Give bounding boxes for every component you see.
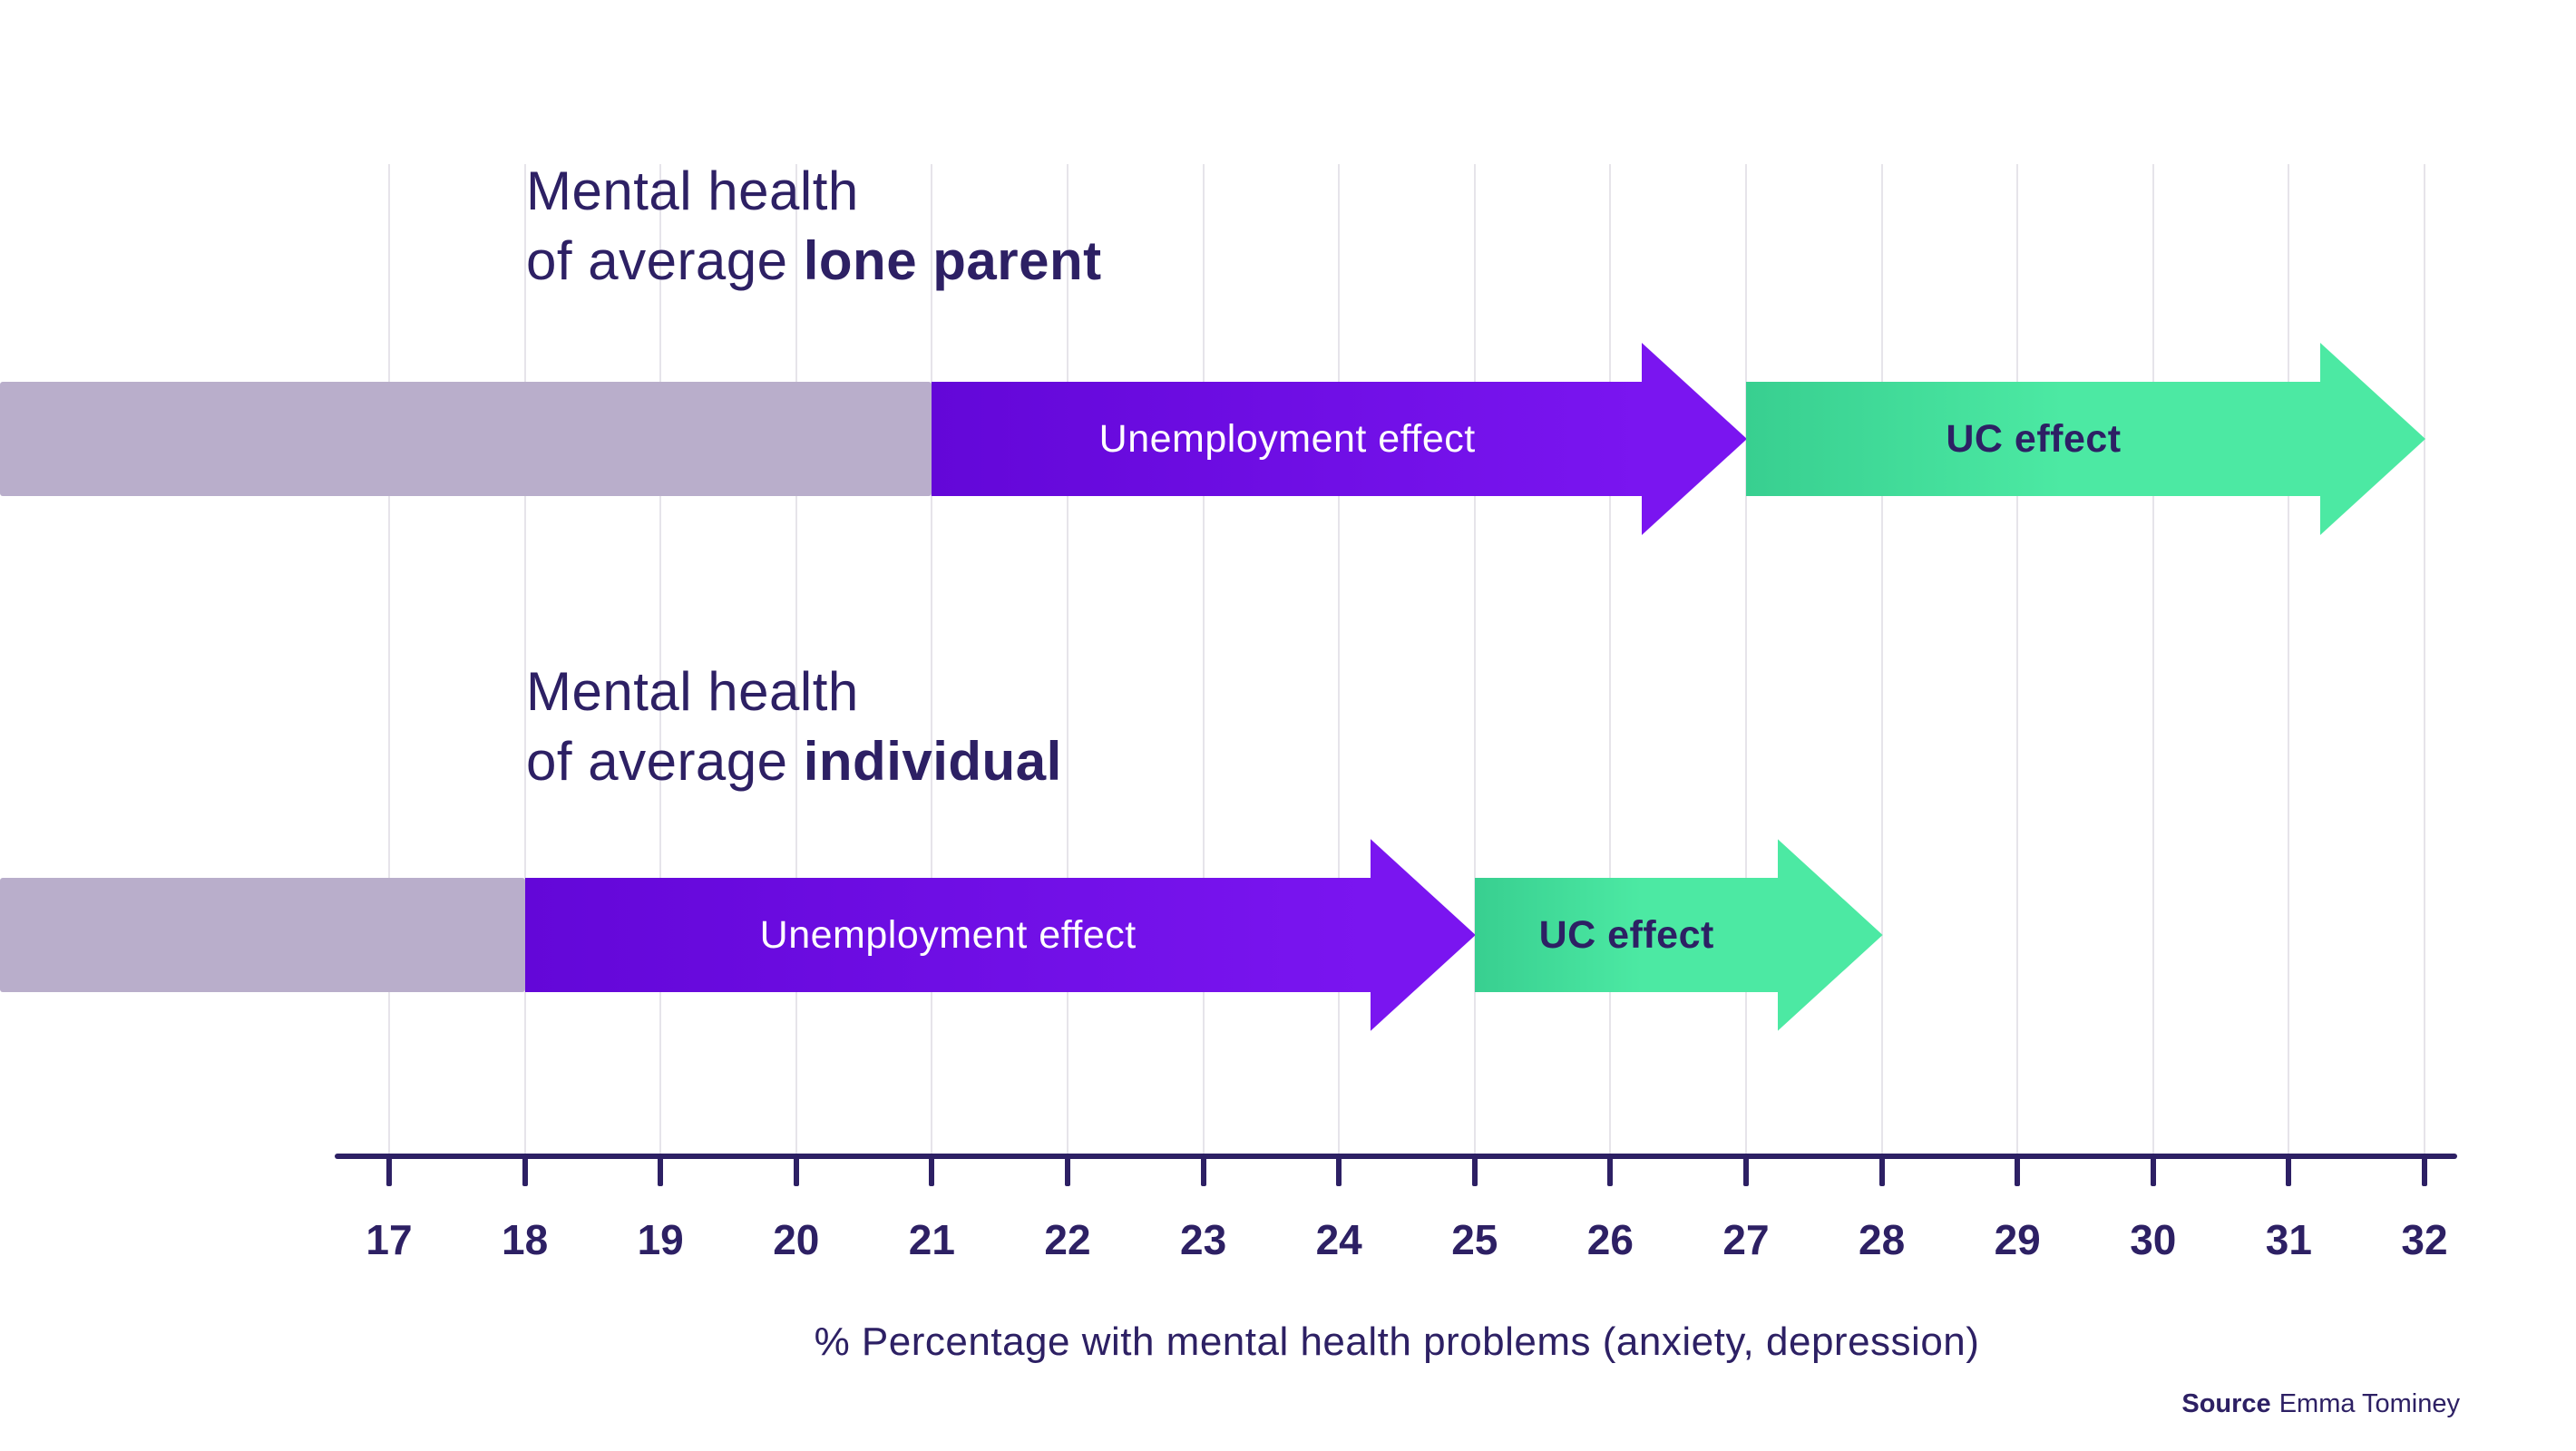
gridline — [1473, 164, 1476, 1166]
x-axis-line — [335, 1154, 2457, 1159]
segment-label: Unemployment effect — [1098, 417, 1476, 461]
baseline-bar — [0, 878, 525, 992]
x-axis-tick-label: 30 — [2130, 1216, 2177, 1263]
gridline — [2424, 164, 2425, 1166]
row-label-line2-bold: individual — [803, 731, 1062, 792]
arrow-head-unemployment — [1370, 839, 1476, 1031]
baseline-bar — [0, 382, 932, 496]
row-label-line1: Mental health — [526, 161, 859, 221]
x-axis-tick — [522, 1154, 528, 1186]
row-label-line2-regular: of average — [526, 731, 804, 792]
gridline — [388, 164, 390, 1166]
x-axis-tick-label: 17 — [366, 1216, 413, 1263]
x-axis-tick-label: 22 — [1044, 1216, 1091, 1263]
x-axis-tick — [658, 1154, 664, 1186]
gridline — [523, 164, 526, 1166]
gridline — [1745, 164, 1747, 1166]
x-axis-tick-label: 21 — [908, 1216, 955, 1263]
arrow-head-unemployment — [1642, 343, 1747, 535]
x-axis-tick — [1743, 1154, 1749, 1186]
gridline — [931, 164, 933, 1166]
arrow-body-unemployment — [932, 382, 1643, 496]
source-note: Source Emma Tominey — [2181, 1389, 2460, 1419]
x-axis-tick — [2286, 1154, 2292, 1186]
x-axis-tick-label: 20 — [773, 1216, 820, 1263]
x-axis-tick — [1878, 1154, 1885, 1186]
x-axis-tick-label: 18 — [502, 1216, 549, 1263]
gridline — [1880, 164, 1883, 1166]
x-axis-tick-label: 23 — [1180, 1216, 1227, 1263]
arrow-body-unemployment — [524, 878, 1371, 992]
source-label: Source — [2181, 1389, 2271, 1418]
x-axis-tick — [2150, 1154, 2156, 1186]
row-label: Mental health of average lone parent — [526, 156, 1102, 296]
segment-label: UC effect — [1946, 417, 2122, 461]
row-label-line2-regular: of average — [526, 230, 804, 291]
row-label-line2: of average individual — [526, 726, 1062, 796]
gridline — [1609, 164, 1612, 1166]
x-axis-tick-label: 27 — [1722, 1216, 1770, 1263]
x-axis-tick — [1200, 1154, 1206, 1186]
x-axis-tick — [1607, 1154, 1614, 1186]
gridline — [2016, 164, 2019, 1166]
source-text: Emma Tominey — [2278, 1389, 2460, 1418]
x-axis-tick-label: 28 — [1859, 1216, 1906, 1263]
gridline — [2288, 164, 2290, 1166]
gridline — [1338, 164, 1341, 1166]
row-label: Mental health of average individual — [526, 657, 1062, 796]
row-label-line2-bold: lone parent — [803, 230, 1102, 291]
arrow-body-uc — [1746, 382, 2321, 496]
gridline — [1202, 164, 1205, 1166]
gridline — [795, 164, 797, 1166]
x-axis-tick — [2422, 1154, 2427, 1186]
x-axis-tick-label: 24 — [1315, 1216, 1362, 1263]
row-label-line1: Mental health — [526, 661, 859, 722]
gridline — [1067, 164, 1068, 1166]
x-axis-tick-label: 25 — [1451, 1216, 1498, 1263]
segment-label: Unemployment effect — [759, 913, 1137, 957]
x-axis-tick — [2015, 1154, 2021, 1186]
x-axis-tick-label: 26 — [1586, 1216, 1634, 1263]
x-axis-tick-label: 29 — [1994, 1216, 2041, 1263]
arrow-head-uc — [1777, 839, 1883, 1031]
gridline — [659, 164, 662, 1166]
gridline — [2152, 164, 2154, 1166]
x-axis-tick-label: 32 — [2401, 1216, 2448, 1263]
x-axis-tick — [793, 1154, 799, 1186]
row-label-line2: of average lone parent — [526, 226, 1102, 296]
x-axis-tick-label: 19 — [637, 1216, 684, 1263]
x-axis-tick — [1471, 1154, 1478, 1186]
segment-label: UC effect — [1538, 913, 1714, 957]
x-axis-tick-label: 31 — [2265, 1216, 2312, 1263]
x-axis-tick — [1065, 1154, 1070, 1186]
arrow-head-uc — [2320, 343, 2425, 535]
x-axis-label: % Percentage with mental health problems… — [814, 1320, 1980, 1364]
x-axis-tick — [386, 1154, 392, 1186]
x-axis-tick — [1336, 1154, 1342, 1186]
x-axis-tick — [929, 1154, 935, 1186]
arrow-body-uc — [1474, 878, 1779, 992]
